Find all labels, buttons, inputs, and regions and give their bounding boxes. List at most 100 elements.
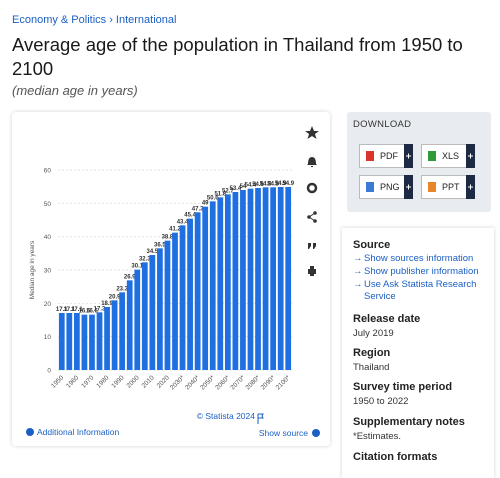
plus [406, 153, 411, 159]
data-label: 38.8 [162, 235, 174, 241]
data-label: 52.7 [222, 188, 234, 194]
x-tick-label: 2100* [275, 374, 292, 391]
data-label: 18.9 [101, 301, 113, 307]
bar [277, 187, 284, 370]
alert-icon[interactable] [307, 157, 317, 167]
y-tick-label: 50 [44, 201, 52, 208]
print-icon[interactable] [308, 266, 316, 276]
x-tick-label: 2050* [199, 374, 216, 391]
file-icon [428, 151, 436, 161]
credit[interactable]: © Statista 2024 [197, 411, 256, 421]
file-icon [428, 182, 436, 192]
data-label: 47.3 [192, 206, 204, 212]
bar [141, 262, 148, 370]
bar [187, 218, 193, 370]
y-tick-label: 40 [44, 234, 52, 241]
data-label: 17.3 [94, 306, 106, 312]
additional-info-link[interactable]: Additional Information [37, 427, 119, 437]
bar [285, 187, 292, 370]
x-tick-label: 2090* [260, 374, 277, 391]
x-tick-label: 2000 [125, 374, 140, 389]
cite-icon[interactable] [308, 243, 316, 249]
y-tick-label: 10 [44, 334, 52, 341]
link-text[interactable]: Show publisher information [364, 266, 479, 277]
bar [194, 212, 201, 370]
button-label: PDF [380, 151, 398, 161]
data-label: 50.6 [207, 195, 219, 201]
bar [81, 314, 88, 370]
flag-icon [257, 413, 264, 424]
source-link[interactable]: → Show publisher information [353, 266, 479, 277]
data-label: 54.6 [252, 182, 264, 188]
share-icon[interactable] [307, 211, 317, 223]
data-label: 41.2 [169, 227, 181, 233]
download-button[interactable]: PDF [359, 144, 413, 168]
bar [126, 280, 133, 370]
data-label: 54 [240, 184, 247, 190]
bar [164, 240, 171, 370]
y-tick-label: 20 [44, 301, 52, 308]
bar [119, 292, 126, 370]
source-heading: Source [353, 239, 391, 251]
plus [468, 184, 473, 190]
bar [134, 269, 141, 370]
data-label: 20.9 [109, 294, 121, 300]
bar [172, 232, 178, 370]
y-tick-label: 30 [44, 268, 52, 275]
bar [224, 194, 231, 370]
bar [232, 192, 239, 370]
citation-heading[interactable]: Citation formats [353, 451, 438, 463]
toolbar [305, 126, 319, 276]
bar [217, 197, 224, 370]
data-label: 34.5 [147, 249, 159, 255]
show-source-link[interactable]: Show source [259, 428, 308, 438]
x-tick-label: 1950 [50, 374, 65, 389]
x-tick-label: 2030* [169, 374, 186, 391]
add-icon [466, 175, 475, 199]
bar [247, 188, 254, 370]
source-link[interactable]: → Show sources information [353, 253, 474, 264]
settings-icon[interactable] [306, 182, 318, 194]
data-label: 16.6 [86, 309, 98, 315]
data-label: 36.5 [154, 242, 166, 248]
bar [270, 187, 276, 370]
subtitle: (median age in years) [12, 83, 138, 98]
section-value: *Estimates. [353, 431, 402, 442]
button-label: PPT [442, 182, 460, 192]
data-label: 54.8 [260, 181, 272, 187]
add-icon [466, 144, 475, 168]
bar [202, 206, 209, 370]
bar [255, 188, 261, 370]
file-icon [366, 182, 374, 192]
breadcrumb[interactable]: Economy & Politics › International [12, 14, 177, 26]
data-label: 54.8 [267, 181, 279, 187]
page-title: Average age of the population in Thailan… [12, 34, 463, 79]
file-icon [366, 151, 374, 161]
download-button[interactable]: PNG [359, 175, 413, 199]
data-label: 43.4 [177, 219, 189, 225]
button-label: XLS [442, 151, 460, 161]
download-panel: DOWNLOAD PDF XLS PNG PPT [347, 112, 491, 212]
bar [111, 300, 118, 370]
data-label: 54.9 [275, 181, 287, 187]
data-label: 17.1 [63, 307, 75, 313]
data-label: 54.4 [245, 183, 257, 189]
link-text[interactable]: Show sources information [364, 253, 474, 264]
x-tick-label: 1960 [65, 374, 80, 389]
source-link[interactable]: → Use Ask Statista Research Service [353, 279, 477, 302]
download-button[interactable]: PPT [421, 175, 475, 199]
bar [179, 225, 186, 370]
plus [468, 153, 473, 159]
bar [96, 312, 103, 370]
chart: © Statista 2024 Additional Information S… [26, 126, 320, 438]
plus [406, 184, 411, 190]
download-button[interactable]: XLS [421, 144, 475, 168]
section-label: Release date [353, 313, 421, 325]
favorite-icon[interactable] [305, 126, 319, 139]
link-text[interactable]: Use Ask Statista Research Service [364, 279, 477, 302]
section-value: Thailand [353, 362, 390, 373]
bar [240, 190, 246, 370]
x-tick-label: 1970 [80, 374, 95, 389]
bar [104, 307, 110, 370]
add-icon [404, 144, 413, 168]
